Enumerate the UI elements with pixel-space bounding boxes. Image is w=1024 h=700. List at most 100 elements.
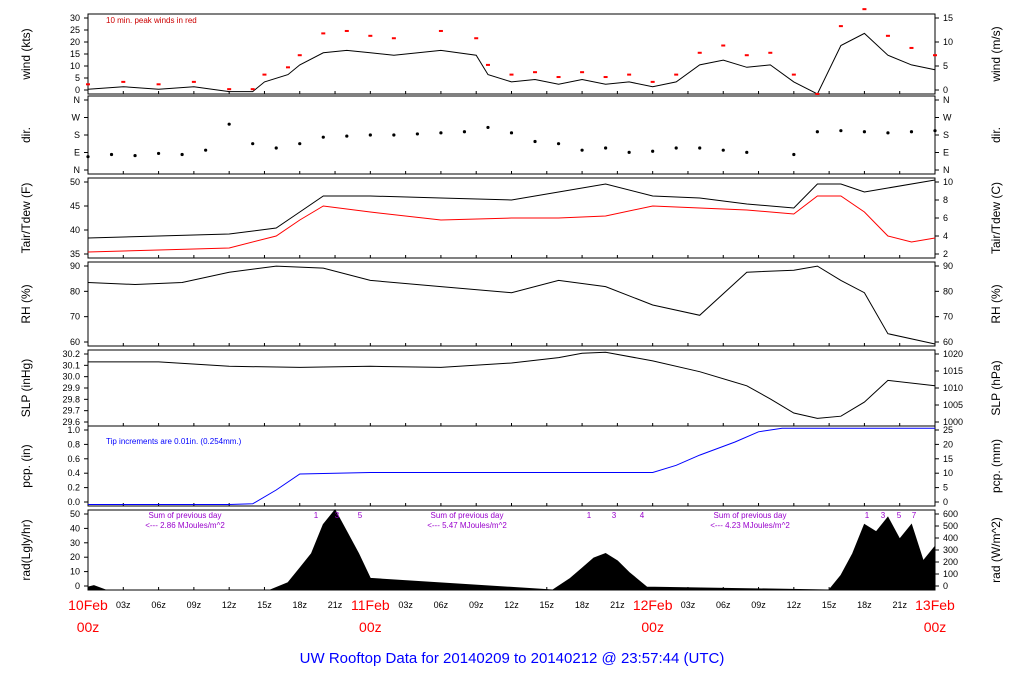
peak-wind-mark <box>474 37 479 40</box>
direction-point <box>909 130 914 134</box>
left-tick-label: 29.9 <box>62 383 80 393</box>
right-tick-label: 600 <box>943 509 958 519</box>
series-line-Tdew <box>87 195 936 253</box>
direction-point <box>580 148 584 152</box>
peak-wind-mark <box>862 8 867 11</box>
right-tick-label: 6 <box>943 213 948 223</box>
panel-frame-slp <box>87 349 936 427</box>
left-tick-label: 30.2 <box>62 349 80 359</box>
hour-tick-label: 09z <box>187 600 202 610</box>
peak-wind-mark <box>791 73 796 76</box>
left-tick-label: 50 <box>70 177 80 187</box>
direction-point <box>156 151 161 156</box>
ylabel-left-temperature: Tair/Tdew (F) <box>19 183 33 254</box>
left-tick-label: 40 <box>70 225 80 235</box>
left-tick-label: E <box>74 148 80 158</box>
right-tick-label: 15 <box>943 454 953 464</box>
left-tick-label: 29.6 <box>62 417 80 427</box>
hour-tick-label: 12z <box>787 600 802 610</box>
hour-tick-label: 21z <box>610 600 625 610</box>
peak-wind-mark <box>885 34 890 37</box>
right-tick-label: 60 <box>943 337 953 347</box>
peak-wind-mark <box>697 51 702 54</box>
radiation-peak-marker: 5 <box>358 511 363 520</box>
peak-wind-mark <box>156 83 161 86</box>
hour-tick-label: 06z <box>434 600 449 610</box>
peak-wind-mark <box>815 93 820 95</box>
peak-wind-mark <box>909 46 914 49</box>
peak-wind-mark <box>285 66 290 69</box>
direction-point <box>486 125 490 130</box>
hour-tick-label: 03z <box>681 600 696 610</box>
right-tick-label: 1000 <box>943 417 963 427</box>
direction-point <box>533 139 537 144</box>
hour-tick-label: 15z <box>822 600 837 610</box>
left-tick-label: 5 <box>75 73 80 83</box>
ylabel-right-precip: pcp. (mm) <box>989 439 1003 493</box>
left-tick-label: 0.4 <box>67 468 80 478</box>
left-tick-label: 0.0 <box>67 497 80 507</box>
radiation-peak-marker: 4 <box>640 511 645 520</box>
hour-tick-label: 18z <box>857 600 872 610</box>
ylabel-right-direction: dir. <box>989 127 1003 143</box>
hour-tick-label: 15z <box>540 600 555 610</box>
hour-tick-label: 21z <box>328 600 343 610</box>
direction-point <box>627 150 631 154</box>
right-tick-label: 10 <box>943 468 953 478</box>
left-tick-label: 1.0 <box>67 425 80 435</box>
peak-wind-mark <box>580 71 585 74</box>
left-tick-label: 29.7 <box>62 406 80 416</box>
direction-point <box>204 148 208 152</box>
direction-point <box>227 122 231 126</box>
left-tick-label: W <box>72 113 81 123</box>
ylabel-left-direction: dir. <box>19 127 33 143</box>
left-tick-label: 70 <box>70 312 80 322</box>
left-tick-label: 30.1 <box>62 360 80 370</box>
ylabel-right-wind: wind (m/s) <box>989 26 1003 82</box>
direction-point <box>886 131 890 135</box>
radiation-sum-value: <--- 4.23 MJoules/m^2 <box>710 521 790 530</box>
left-tick-label: 0 <box>75 581 80 591</box>
day-label-date: 10Feb <box>68 597 108 613</box>
left-tick-label: 30 <box>70 538 80 548</box>
right-tick-label: 25 <box>943 425 953 435</box>
peak-wind-mark <box>344 29 349 32</box>
left-tick-label: 30.0 <box>62 372 80 382</box>
peak-wind-mark <box>556 76 561 79</box>
hour-tick-label: 18z <box>292 600 307 610</box>
day-label-date: 12Feb <box>633 597 673 613</box>
direction-point <box>815 130 819 134</box>
direction-point <box>86 155 90 159</box>
hour-tick-label: 09z <box>751 600 766 610</box>
hour-tick-label: 03z <box>116 600 131 610</box>
panel-frame-direction <box>87 95 936 175</box>
day-label-hour: 00z <box>641 619 664 635</box>
peak-wind-mark <box>721 44 726 47</box>
peak-wind-mark <box>227 88 232 91</box>
ylabel-right-radiation: rad (W/m^2) <box>989 517 1003 583</box>
radiation-sum-label: Sum of previous day <box>149 511 222 520</box>
hour-tick-label: 12z <box>504 600 519 610</box>
hour-tick-label: 12z <box>222 600 237 610</box>
right-tick-label: N <box>943 95 950 105</box>
ylabel-left-rh: RH (%) <box>19 284 33 323</box>
day-label-date: 11Feb <box>351 597 390 613</box>
direction-point <box>556 142 561 146</box>
hour-tick-label: 06z <box>151 600 166 610</box>
peak-wind-mark <box>250 88 255 91</box>
radiation-peak-marker: 5 <box>897 511 902 520</box>
direction-point <box>321 135 325 139</box>
right-tick-label: 70 <box>943 312 953 322</box>
hour-tick-label: 06z <box>716 600 731 610</box>
peak-wind-mark <box>627 73 632 76</box>
peak-wind-mark <box>368 34 373 37</box>
direction-point <box>839 129 843 133</box>
left-tick-label: 0.2 <box>67 483 80 493</box>
right-tick-label: 90 <box>943 261 953 271</box>
right-tick-label: 0 <box>943 497 948 507</box>
left-tick-label: N <box>74 95 81 105</box>
left-tick-label: 50 <box>70 509 80 519</box>
right-tick-label: 8 <box>943 195 948 205</box>
